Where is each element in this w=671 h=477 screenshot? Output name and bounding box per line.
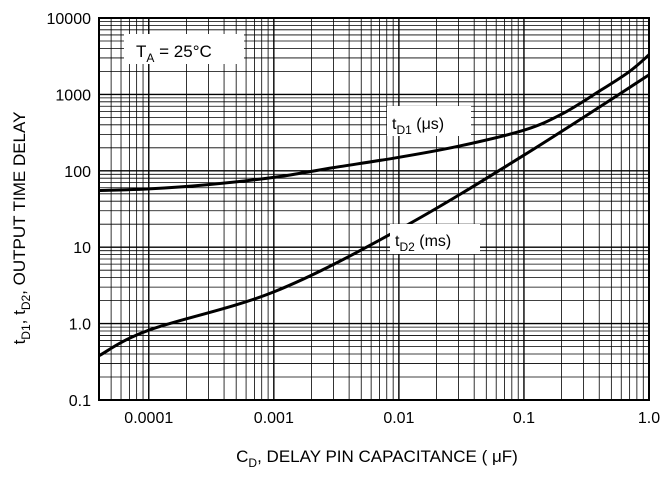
series-line-td1 — [98, 53, 650, 193]
y-tick-label: 10000 — [47, 11, 92, 28]
series-label-td1: tD1 (μs) — [392, 116, 444, 137]
minor-gridlines — [98, 18, 649, 400]
series-label-td2-sub: D2 — [399, 240, 415, 254]
y-tick-label: 10 — [73, 240, 91, 257]
x-axis-title-text: , DELAY PIN CAPACITANCE ( — [257, 447, 492, 466]
series-label-td1-sub: D1 — [396, 123, 412, 137]
y-axis-title-text: , OUTPUT TIME DELAY — [10, 112, 29, 295]
x-axis-title-main: C — [236, 447, 248, 466]
y-tick-label: 1000 — [55, 87, 91, 104]
x-tick-label: 0.01 — [383, 410, 414, 427]
major-gridlines — [99, 17, 650, 401]
x-tick-label: 0.001 — [254, 410, 294, 427]
series-line-td2 — [98, 73, 650, 358]
x-axis-title-sub: D — [248, 456, 257, 470]
series-label-td2-unit: (ms) — [415, 233, 451, 250]
series-layer — [98, 53, 650, 358]
series-label-box-td1 — [387, 106, 471, 136]
series-label-td2-main: t — [395, 233, 400, 250]
series-label-td1-unit: (μs) — [412, 116, 444, 133]
x-axis-title-end: F) — [502, 447, 518, 466]
plot-frame — [98, 17, 650, 401]
annotation-subscript: A — [146, 51, 154, 65]
x-tick-label: 0.0001 — [124, 410, 173, 427]
x-axis-title: CD, DELAY PIN CAPACITANCE ( μF) — [236, 447, 518, 470]
y-axis-title-sub1: D1 — [19, 324, 33, 340]
x-tick-label: 0.1 — [513, 410, 535, 427]
y-axis-title: tD1, tD2, OUTPUT TIME DELAY — [10, 112, 33, 345]
annotation-symbol: T — [136, 42, 146, 61]
annotation-value: = 25°C — [154, 42, 211, 61]
y-tick-label: 1.0 — [69, 317, 91, 334]
y-tick-label: 100 — [64, 164, 91, 181]
y-axis-title-t2: , t — [10, 310, 29, 324]
series-label-box-td2 — [390, 224, 480, 254]
series-label-td1-main: t — [392, 116, 397, 133]
series-label-td2: tD2 (ms) — [395, 233, 451, 254]
y-axis-title-t1: t — [10, 339, 29, 344]
tick-labels: 0.0001 0.001 0.01 0.1 1.0 0.1 1.0 10 100 1000 1000… — [47, 11, 661, 427]
annotation-box — [124, 34, 244, 64]
y-axis-title-sub2: D2 — [19, 295, 33, 311]
x-axis-title-mu: μ — [492, 447, 502, 466]
x-tick-label: 1.0 — [638, 410, 660, 427]
temperature-annotation: TA = 25°C — [136, 42, 212, 65]
y-tick-label: 0.1 — [69, 393, 91, 410]
